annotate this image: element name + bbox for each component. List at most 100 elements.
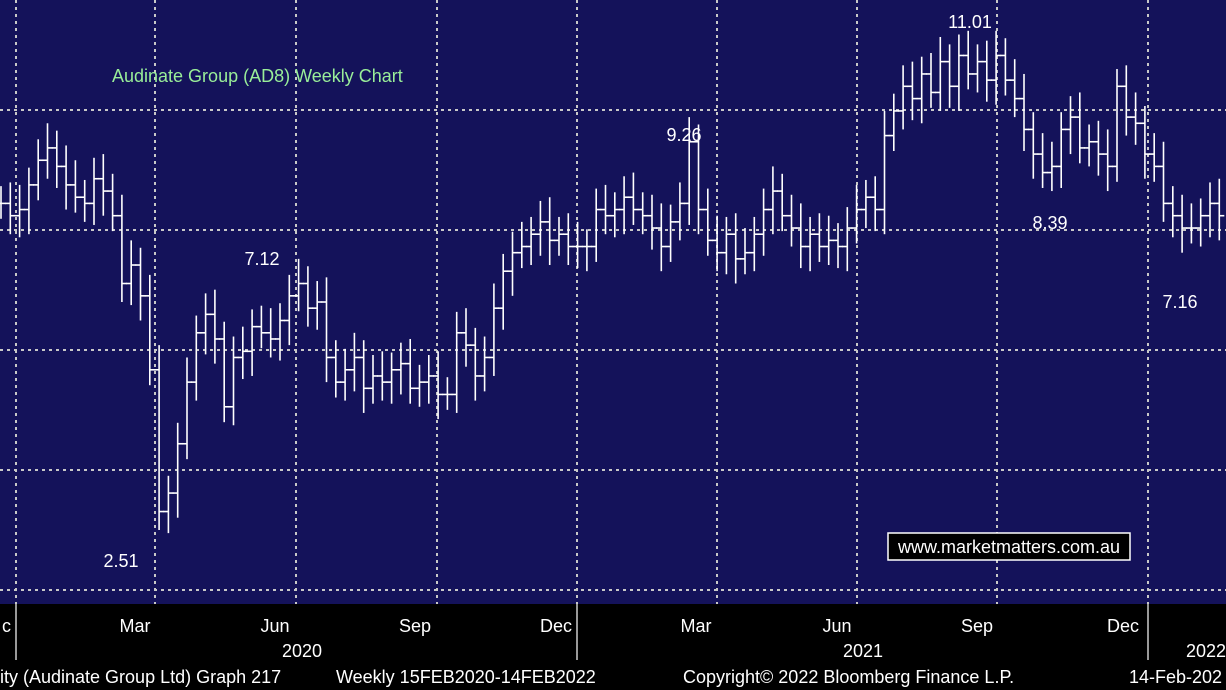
ohlc-bar [0, 186, 6, 219]
ohlc-bar [674, 182, 685, 241]
ohlc-bar [1186, 203, 1197, 244]
ohlc-bar [228, 336, 239, 426]
ohlc-bar [79, 179, 90, 222]
ohlc-bar [488, 283, 499, 376]
ohlc-bar [1102, 129, 1113, 192]
ohlc-bar [163, 475, 174, 534]
ohlc-bar [591, 188, 602, 262]
ohlc-bar [1065, 96, 1076, 155]
ohlc-bar [935, 36, 946, 111]
ohlc-bar [461, 308, 471, 367]
ohlc-bar [1056, 112, 1067, 188]
ohlc-bar [1037, 133, 1048, 188]
ohlc-bar [795, 203, 806, 269]
ohlc-bar [368, 355, 378, 404]
chart-title: Audinate Group (AD8) Weekly Chart [112, 66, 403, 86]
ohlc-bar [693, 124, 704, 235]
ohlc-bar [433, 351, 444, 420]
annotation-label: 7.16 [1162, 292, 1197, 312]
x-tick-label: Sep [961, 616, 993, 636]
ohlc-bar [191, 315, 202, 401]
ohlc-bar [1000, 38, 1011, 96]
ohlc-bar [349, 332, 360, 392]
ohlc-bar [293, 258, 304, 312]
ohlc-bar [712, 215, 723, 272]
ohlc-bar [23, 167, 34, 235]
ohlc-bar [554, 216, 564, 256]
ohlc-bar [637, 192, 648, 235]
footer-copyright: Copyright© 2022 Bloomberg Finance L.P. [683, 667, 1014, 687]
ohlc-bar [275, 303, 285, 361]
ohlc-bar [656, 203, 667, 272]
ohlc-bar [340, 348, 351, 401]
ohlc-bar [470, 327, 481, 401]
ohlc-bar [1205, 182, 1215, 238]
ohlc-bar [1214, 178, 1225, 241]
x-year-label: 2020 [282, 641, 322, 661]
ohlc-bar [814, 213, 825, 262]
ohlc-bar [1130, 92, 1141, 145]
ohlc-bar [1028, 112, 1039, 179]
annotations: 11.01 9.26 7.12 2.51 8.39 7.16 [103, 12, 1197, 571]
x-tick-label: c [2, 616, 11, 636]
ohlc-bar [5, 182, 16, 235]
annotation-label: 8.39 [1032, 213, 1067, 233]
ohlc-bar [981, 40, 992, 102]
ohlc-bar [563, 213, 574, 266]
ohlc-bar [740, 228, 750, 275]
ohlc-bar [1009, 59, 1020, 118]
ohlc-bar [851, 184, 862, 244]
ohlc-bar [172, 422, 183, 518]
ohlc-bar [247, 309, 258, 376]
ohlc-bar [107, 173, 118, 232]
ohlc-bar [1046, 141, 1057, 192]
gridlines [0, 0, 1226, 604]
footer-security: ity (Audinate Group Ltd) Graph 217 [0, 667, 281, 687]
ohlc-bar [609, 192, 620, 238]
ohlc-bar [786, 194, 797, 247]
x-tick-label: Dec [1107, 616, 1139, 636]
ohlc-bar [182, 357, 192, 460]
ohlc-bar [684, 117, 695, 225]
x-tick-label: Jun [260, 616, 289, 636]
ohlc-bar [619, 176, 630, 235]
x-year-label: 2021 [843, 641, 883, 661]
ohlc-bar [516, 221, 527, 269]
ohlc-bar [730, 213, 741, 284]
ohlc-bar [647, 194, 657, 250]
watermark-link[interactable]: www.marketmatters.com.au [897, 537, 1120, 557]
ohlc-bar [442, 377, 453, 410]
ohlc-bar [767, 166, 778, 235]
ohlc-bar [702, 188, 713, 256]
ohlc-bar [1019, 73, 1029, 151]
ohlc-bar [581, 229, 592, 272]
ohlc-bar [358, 340, 369, 413]
ohlc-bar [572, 221, 583, 269]
ohlc-bar [944, 44, 955, 108]
x-tick-label: Sep [399, 616, 431, 636]
ohlc-bar [237, 326, 248, 380]
ohlc-bar [98, 154, 109, 216]
annotation-label: 2.51 [103, 551, 138, 571]
ohlc-bar [758, 188, 769, 256]
ohlc-bar [479, 336, 490, 392]
ohlc-bar [1084, 124, 1095, 167]
plot-area [0, 0, 1226, 604]
ohlc-bar [963, 30, 974, 90]
ohlc-bar [1112, 69, 1122, 182]
ohlc-bar [823, 215, 834, 266]
ohlc-bar [972, 44, 983, 93]
ohlc-bar [833, 223, 843, 269]
ohlc-bar [600, 184, 611, 235]
watermark-box[interactable] [887, 532, 1131, 561]
ohlc-bar [33, 139, 44, 201]
x-axis: c Mar Jun Sep Dec Mar Jun Sep Dec 2020 2021 2022 [2, 604, 1226, 661]
ohlc-bar [526, 216, 537, 266]
x-tick-label: Dec [540, 616, 572, 636]
x-tick-label: Mar [120, 616, 151, 636]
ohlc-bar [321, 277, 332, 383]
ohlc-bar [284, 274, 295, 346]
ohlc-bar [898, 65, 909, 130]
ohlc-bar [1149, 133, 1160, 182]
